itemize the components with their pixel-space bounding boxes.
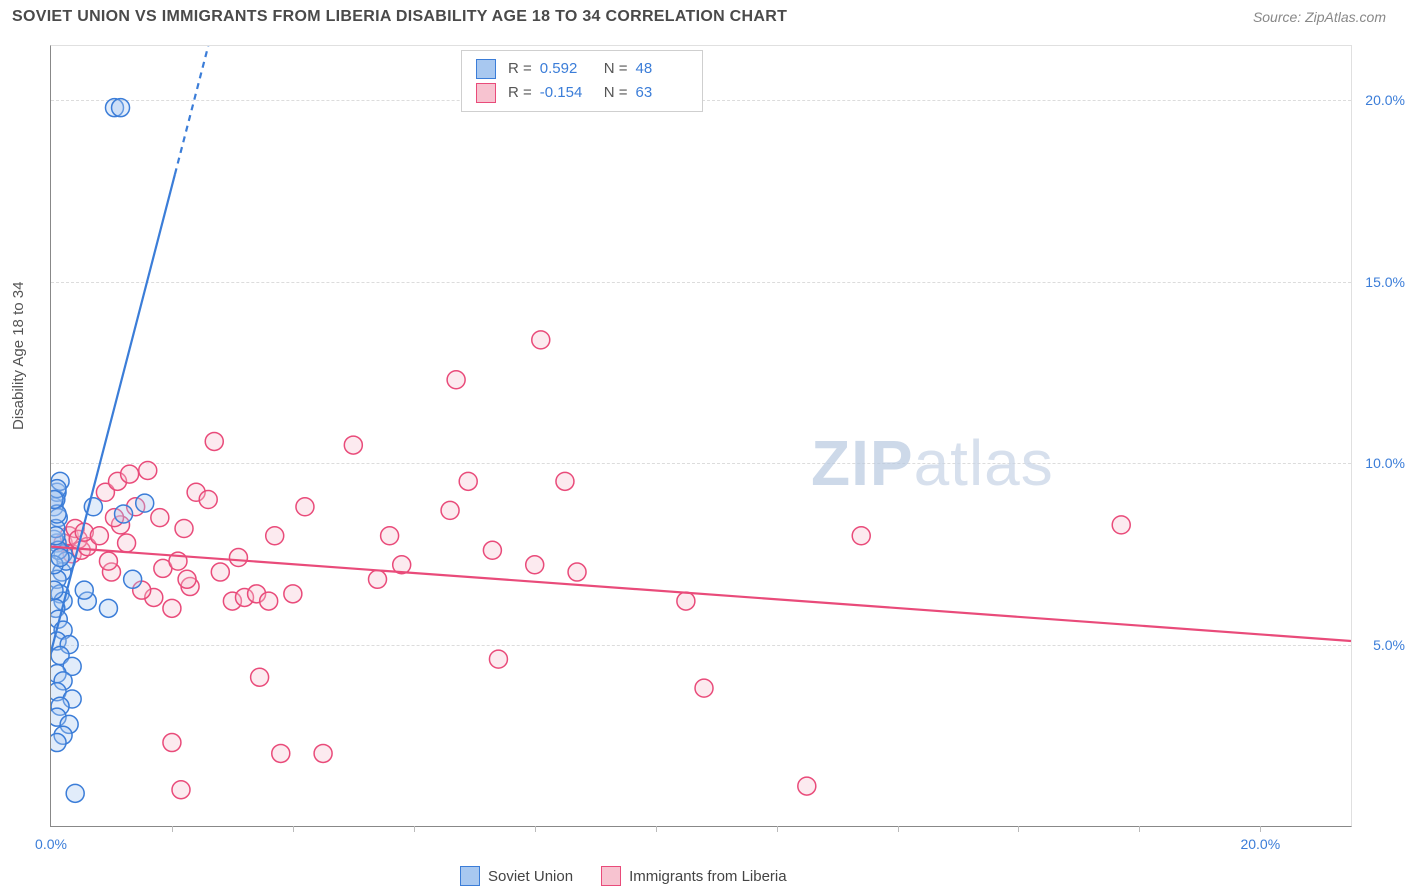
legend-label-pink: Immigrants from Liberia [629,868,787,885]
correlation-stats-box: R = 0.592 N = 48 R = -0.154 N = 63 [461,50,703,112]
x-tick-mark [898,826,899,832]
x-tick-mark [656,826,657,832]
y-axis-label: Disability Age 18 to 34 [10,282,27,430]
x-tick-mark [1260,826,1261,832]
legend-item-blue: Soviet Union [460,866,573,886]
chart-plot-area: ZIPatlas R = 0.592 N = 48 R = -0.154 N =… [50,45,1352,827]
chart-source: Source: ZipAtlas.com [1253,9,1386,25]
swatch-blue [476,59,496,79]
y-tick-label: 15.0% [1355,274,1405,290]
chart-title: SOVIET UNION VS IMMIGRANTS FROM LIBERIA … [12,8,787,26]
x-tick-label-origin: 0.0% [35,836,67,852]
y-tick-label: 20.0% [1355,92,1405,108]
legend-swatch-pink [601,866,621,886]
stats-row-blue: R = 0.592 N = 48 [476,57,688,81]
x-tick-mark [535,826,536,832]
y-tick-label: 5.0% [1355,637,1405,653]
legend-label-blue: Soviet Union [488,868,573,885]
bottom-legend: Soviet Union Immigrants from Liberia [460,866,787,886]
swatch-pink [476,83,496,103]
y-tick-label: 10.0% [1355,455,1405,471]
x-tick-mark [777,826,778,832]
legend-item-pink: Immigrants from Liberia [601,866,787,886]
x-tick-mark [293,826,294,832]
x-tick-mark [414,826,415,832]
x-tick-mark [1018,826,1019,832]
scatter-plot-svg [51,46,1351,826]
x-tick-mark [172,826,173,832]
x-tick-label-max: 20.0% [1240,836,1280,852]
legend-swatch-blue [460,866,480,886]
x-tick-mark [1139,826,1140,832]
chart-header: SOVIET UNION VS IMMIGRANTS FROM LIBERIA … [0,0,1406,30]
stats-row-pink: R = -0.154 N = 63 [476,81,688,105]
